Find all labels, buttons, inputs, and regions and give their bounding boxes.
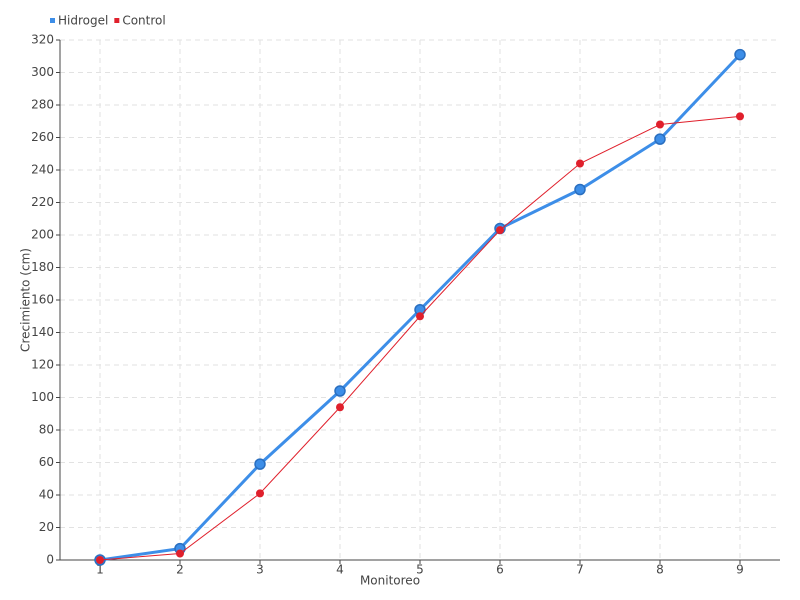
x-tick-label: 7: [576, 563, 584, 577]
y-tick-label: 140: [31, 325, 54, 339]
y-axis-title: Crecimiento (cm): [19, 248, 33, 352]
legend-label: Hidrogel: [58, 14, 108, 28]
y-tick-label: 160: [31, 293, 54, 307]
y-tick-label: 180: [31, 260, 54, 274]
y-tick-label: 280: [31, 98, 54, 112]
y-tick-label: 80: [39, 423, 54, 437]
y-tick-label: 240: [31, 163, 54, 177]
y-tick-label: 60: [39, 455, 54, 469]
x-tick-label: 4: [336, 563, 344, 577]
y-tick-label: 100: [31, 390, 54, 404]
x-tick-label: 3: [256, 563, 264, 577]
data-point: [736, 112, 744, 121]
data-point: [254, 458, 266, 470]
data-point: [334, 385, 346, 397]
legend-label: Control: [122, 14, 165, 28]
y-tick-label: 320: [31, 33, 54, 47]
x-tick-label: 1: [96, 563, 104, 577]
data-point: [416, 312, 424, 321]
x-tick-label: 8: [656, 563, 664, 577]
legend-swatch: [114, 18, 120, 23]
data-point: [336, 403, 344, 412]
x-tick-label: 6: [496, 563, 504, 577]
y-tick-label: 120: [31, 358, 54, 372]
y-tick-label: 300: [31, 65, 54, 79]
x-tick-label: 5: [416, 563, 424, 577]
legend-swatch: [50, 18, 55, 23]
y-tick-label: 260: [31, 130, 54, 144]
data-point: [734, 48, 746, 61]
data-point: [654, 133, 666, 145]
x-tick-label: 2: [176, 563, 184, 577]
y-tick-label: 0: [46, 553, 54, 567]
data-point: [496, 226, 504, 235]
data-point: [574, 183, 586, 196]
data-point: [656, 120, 664, 129]
data-point: [576, 159, 584, 168]
data-point: [96, 556, 104, 564]
y-tick-label: 220: [31, 195, 54, 209]
y-tick-label: 200: [31, 228, 54, 242]
data-point: [256, 489, 264, 498]
x-tick-label: 9: [736, 563, 744, 577]
x-axis-title: Monitoreo: [360, 574, 420, 588]
data-point: [176, 549, 184, 558]
y-tick-label: 40: [39, 488, 54, 502]
y-tick-label: 20: [39, 520, 54, 534]
